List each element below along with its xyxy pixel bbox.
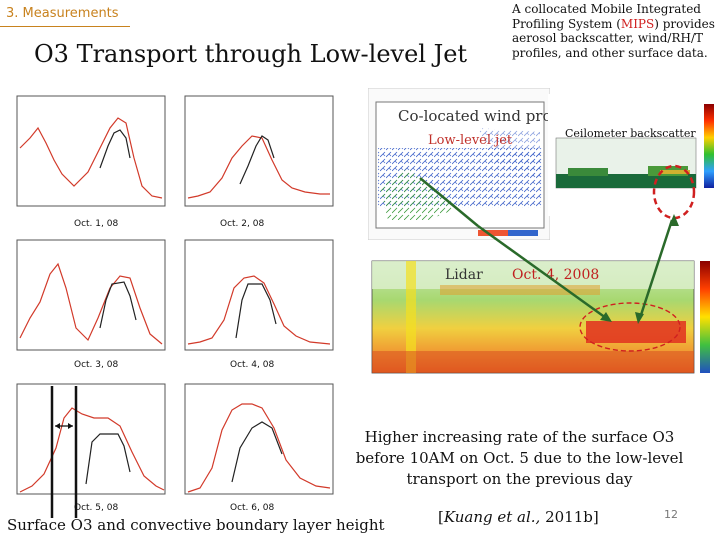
o3-panels xyxy=(16,95,334,518)
panel-date-oct6: Oct. 6, 08 xyxy=(230,503,275,513)
ceilometer-chart xyxy=(548,94,720,216)
figure-caption: Surface O3 and convective boundary layer… xyxy=(7,516,385,534)
panel-date-oct4: Oct. 4, 08 xyxy=(230,360,275,370)
citation: [Kuang et al., 2011b] xyxy=(438,508,599,526)
citation-open: [ xyxy=(438,508,444,526)
lidar-date-label: Oct. 4, 2008 xyxy=(512,267,600,283)
panel-date-oct2: Oct. 2, 08 xyxy=(220,219,265,229)
section-header: 3. Measurements xyxy=(6,6,119,21)
panel-row-2 xyxy=(16,239,334,351)
ceilometer-highlight-oval xyxy=(652,164,696,220)
slide-title: O3 Transport through Low-level Jet xyxy=(34,40,468,68)
mips-acronym: MIPS xyxy=(620,16,655,31)
page-number: 12 xyxy=(664,508,678,521)
panel-date-oct1: Oct. 1, 08 xyxy=(74,219,119,229)
wind-profile-title: Co-located wind profile xyxy=(398,107,576,125)
finding-text: Higher increasing rate of the surface O3… xyxy=(355,428,684,488)
lidar-chart xyxy=(371,260,710,374)
panel-row-1 xyxy=(16,95,334,207)
wind-to-lidar-arrow xyxy=(419,177,479,227)
mips-note-prefix: A collocated Mobile Integrated Profiling… xyxy=(512,2,701,31)
mips-note-suffix: ) provides aerosol backscatter, wind/RH/… xyxy=(512,16,715,60)
lidar-highlight-oval xyxy=(579,302,681,352)
citation-year: 2011b] xyxy=(540,508,599,526)
ceilometer-label: Ceilometer backscatter xyxy=(565,127,696,140)
mips-note: A collocated Mobile Integrated Profiling… xyxy=(512,2,717,60)
panel-row-3 xyxy=(16,383,334,518)
citation-authors: Kuang et al., xyxy=(443,508,541,526)
lidar-label: Lidar xyxy=(445,267,483,283)
low-level-jet-label: Low-level jet xyxy=(428,133,513,148)
panel-date-oct3: Oct. 3, 08 xyxy=(74,360,119,370)
panel-date-oct5: Oct. 5, 08 xyxy=(74,503,119,513)
ceilometer-to-lidar-arrow xyxy=(638,219,674,319)
wind-profile-chart xyxy=(368,88,550,240)
section-divider xyxy=(0,26,130,27)
